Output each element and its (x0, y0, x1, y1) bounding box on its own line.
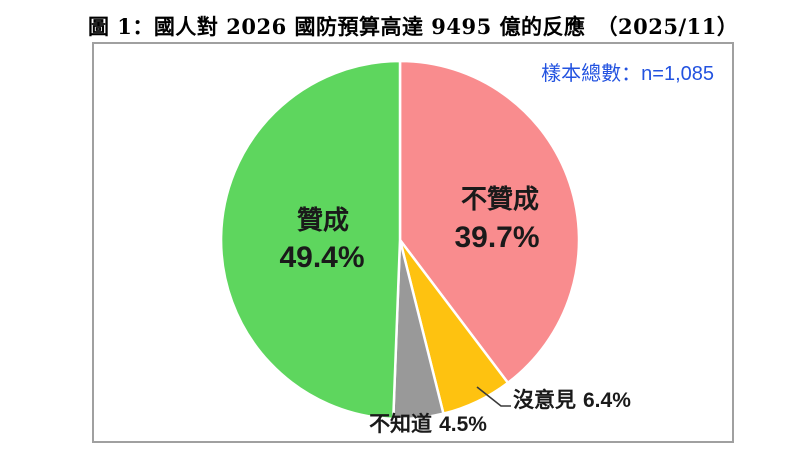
no-opinion-label-percentage: 6.4% (583, 389, 631, 412)
dont-know-label-percentage: 4.5% (439, 413, 487, 436)
no-opinion-slice-label: 沒意見 6.4% (513, 390, 631, 412)
pie-chart (219, 59, 581, 421)
approve-slice-label: 贊成 (296, 205, 350, 235)
disapprove-slice-percentage: 39.7% (454, 221, 540, 254)
pie-slice-approve (219, 59, 402, 421)
approve-slice-percentage: 49.4% (279, 241, 365, 274)
no-opinion-leader-line (476, 386, 511, 407)
chart-title: 圖 1：國人對 2026 國防預算高達 9495 億的反應 （2025/11） (88, 14, 739, 39)
dont-know-label-text: 不知道 (369, 413, 433, 436)
disapprove-slice-label: 不贊成 (460, 184, 540, 214)
dont-know-slice-label: 不知道 4.5% (369, 414, 487, 436)
sample-size-note: 樣本總數：n=1,085 (541, 63, 714, 85)
no-opinion-label-text: 沒意見 (513, 389, 576, 412)
pie-slice-disapprove (398, 59, 581, 385)
